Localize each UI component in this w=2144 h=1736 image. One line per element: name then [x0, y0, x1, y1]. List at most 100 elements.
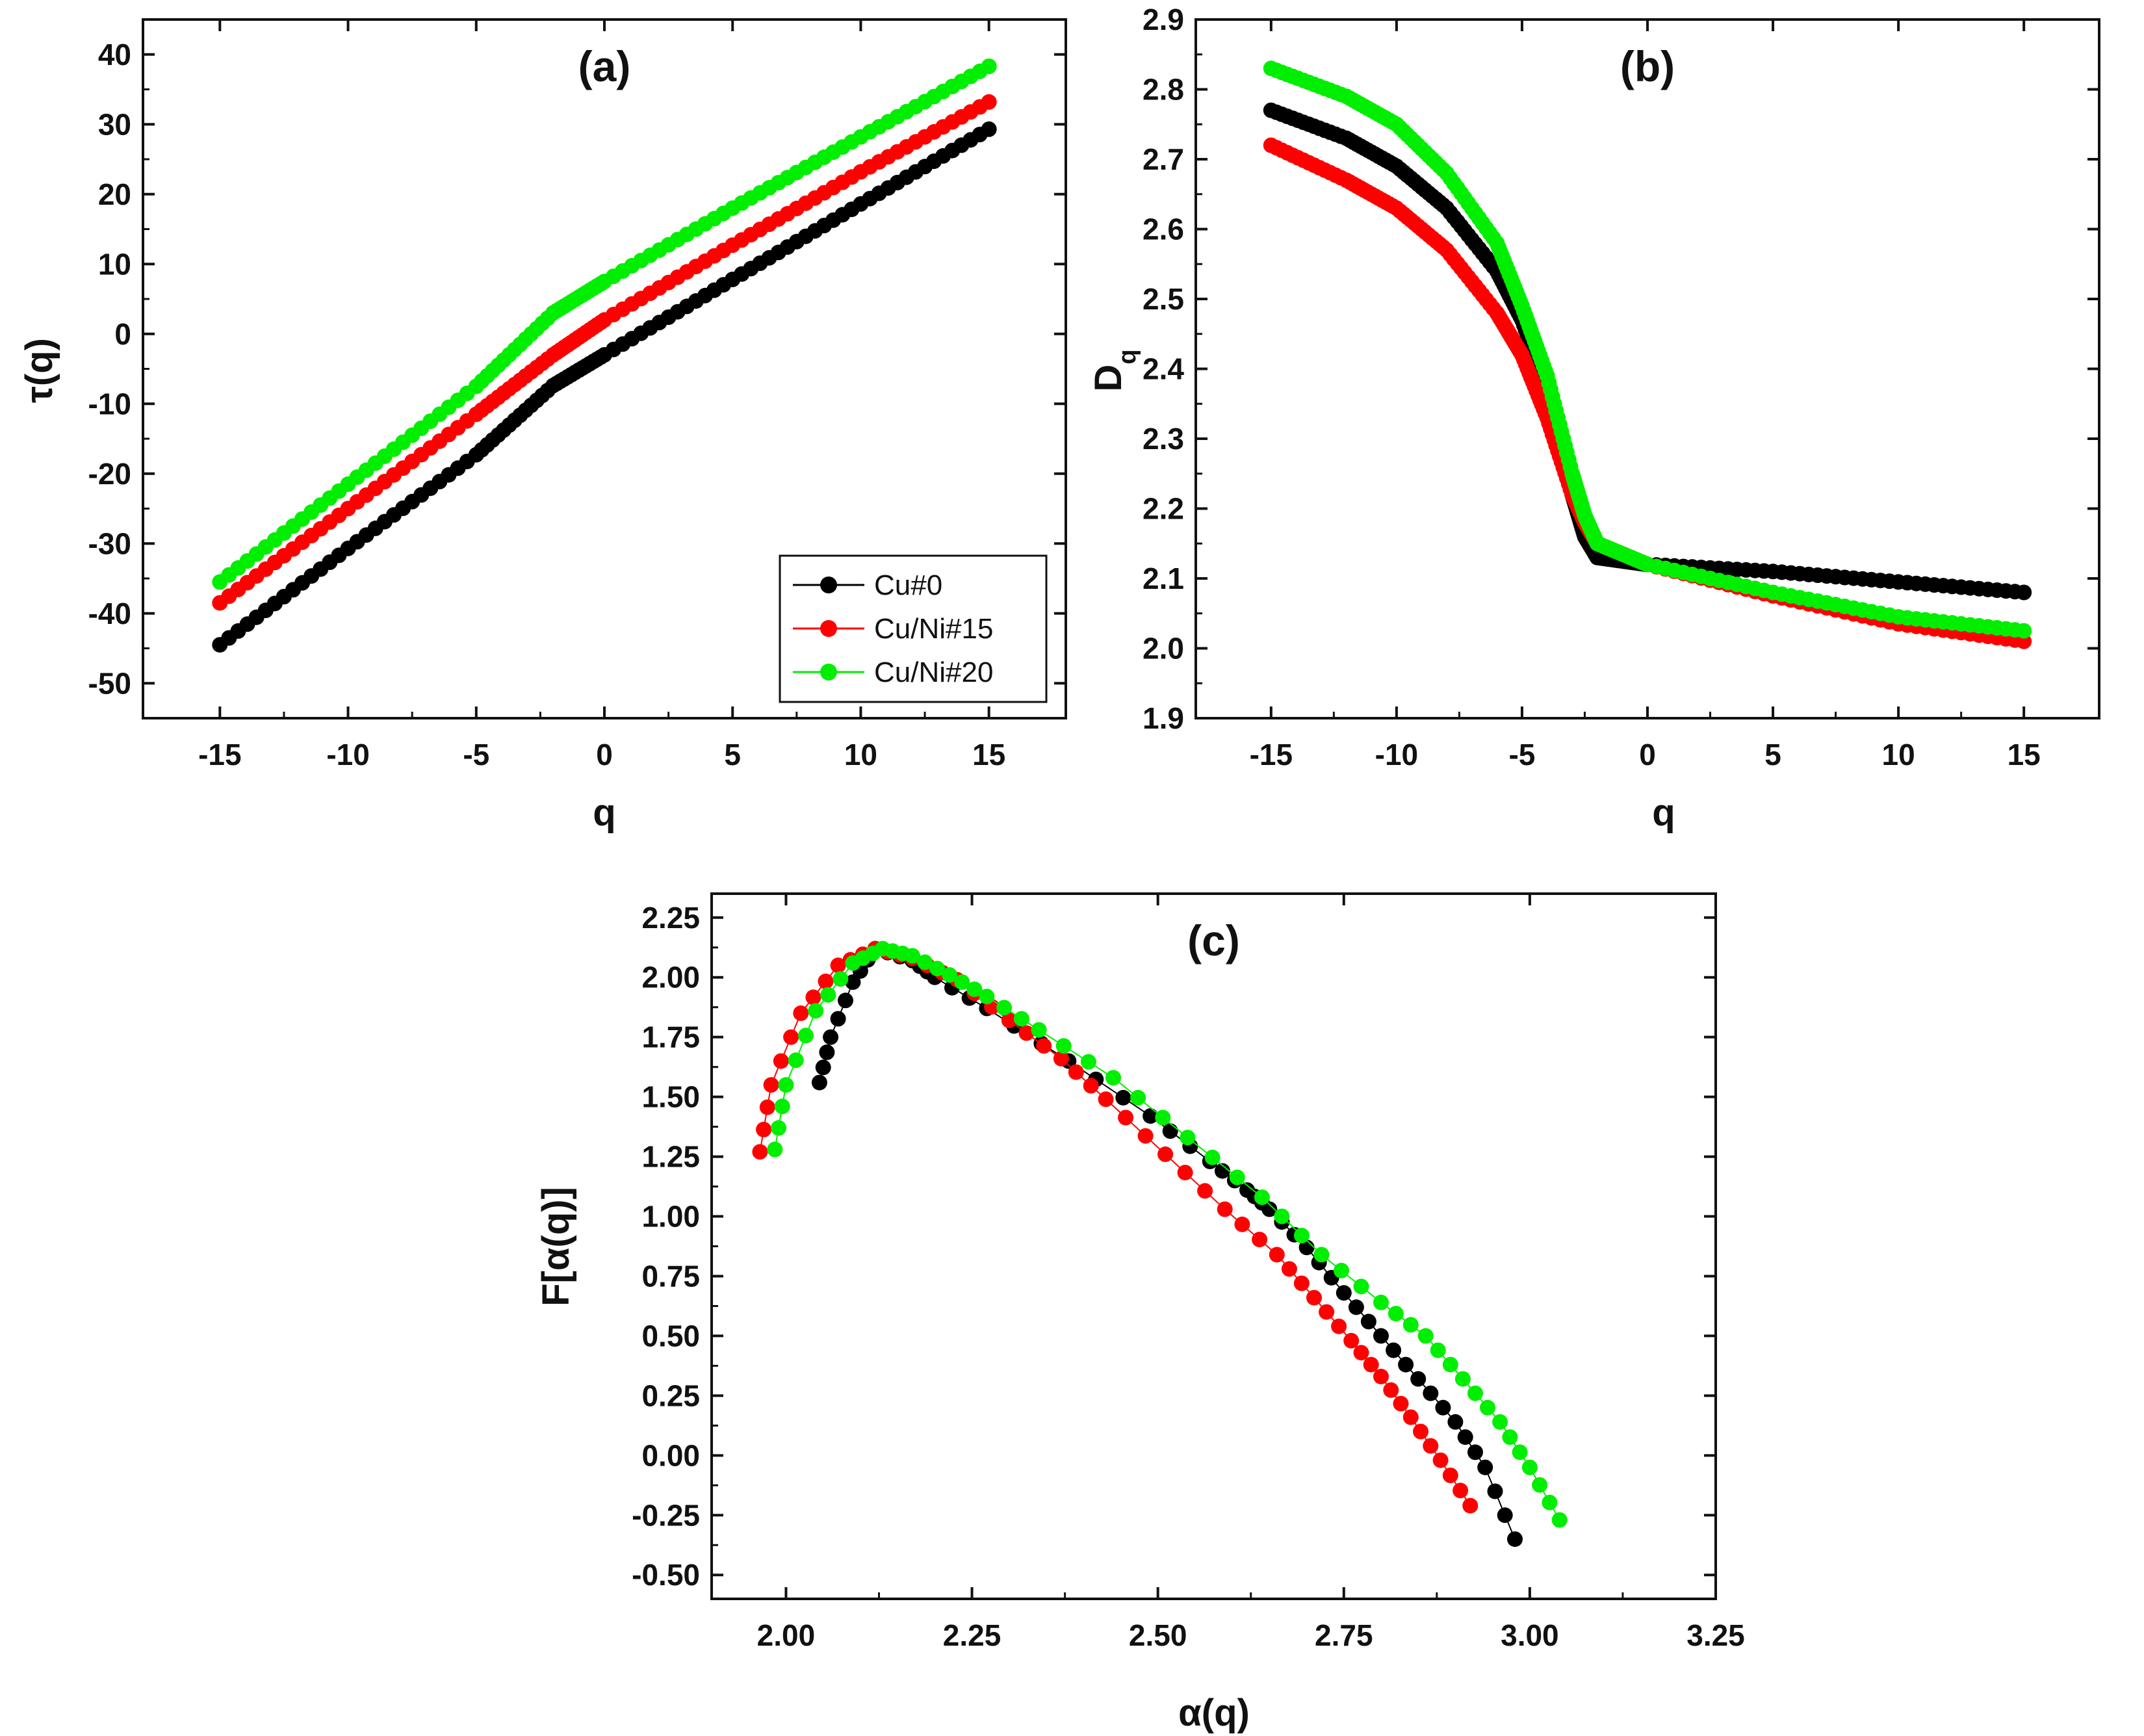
data-point	[1398, 1356, 1414, 1373]
data-point	[1348, 1299, 1364, 1315]
data-point	[1177, 1165, 1193, 1181]
x-axis-label: α(q)	[1178, 1692, 1250, 1734]
y-tick-label: 20	[98, 177, 131, 211]
panel-tag: (c)	[1187, 916, 1240, 965]
data-point	[1083, 1078, 1099, 1094]
data-point	[1343, 1332, 1360, 1349]
data-point	[929, 961, 946, 977]
data-point	[1214, 1163, 1230, 1179]
data-point	[798, 1028, 814, 1044]
data-point	[1254, 1189, 1270, 1206]
data-point	[1036, 1038, 1052, 1054]
chart-panel-2: 2.00 2.25 2.50 2.75 3.00 3.25 -0.50 -0.25 0.00 0.…	[535, 892, 1745, 1734]
data-point	[783, 1029, 799, 1045]
x-tick-label: 2.75	[1315, 1618, 1373, 1652]
legend-label: Cu/Ni#20	[874, 656, 993, 688]
series-Cu/Ni#15	[212, 94, 997, 611]
data-point	[1331, 1318, 1347, 1334]
y-tick-label: 1.50	[641, 1080, 700, 1114]
chart-panel-0: -15 -10 -5 0 5 10 15-50-40-30-20-10010203040qτ…	[18, 18, 1067, 834]
x-tick-label: -10	[1375, 738, 1418, 771]
y-axis-subscript: q	[1114, 349, 1141, 364]
legend: Cu#0 Cu/Ni#15 Cu/Ni#20	[779, 554, 1048, 703]
data-point	[830, 957, 846, 974]
data-point	[1373, 1328, 1389, 1344]
data-point	[1353, 1278, 1369, 1295]
y-tick-label: 1.75	[641, 1020, 700, 1054]
data-point	[996, 1000, 1013, 1016]
data-point	[1217, 1201, 1233, 1217]
y-tick-label: -20	[88, 457, 131, 491]
y-tick-label: 0.00	[641, 1438, 700, 1472]
data-point	[1402, 1317, 1419, 1333]
y-tick-label: 0	[114, 317, 131, 351]
x-tick-label: -5	[1508, 738, 1535, 771]
data-point	[1293, 1275, 1310, 1291]
data-point	[1360, 1314, 1376, 1330]
y-tick-label: 2.4	[1143, 352, 1184, 386]
data-point	[788, 1052, 804, 1069]
x-tick-label: 5	[1764, 738, 1781, 771]
y-tick-label: 1.00	[641, 1200, 700, 1234]
data-point	[1118, 1109, 1134, 1126]
data-point	[1197, 1183, 1213, 1199]
data-point	[1353, 1345, 1369, 1361]
x-tick-label: 10	[844, 738, 877, 771]
data-point	[1363, 1356, 1379, 1373]
data-point	[819, 1044, 835, 1060]
data-point	[1442, 1356, 1458, 1373]
data-point	[1447, 1414, 1464, 1430]
data-point	[1234, 1216, 1250, 1232]
y-tick-label: 2.7	[1143, 142, 1184, 176]
data-point	[773, 1053, 789, 1069]
data-point	[1417, 1328, 1434, 1344]
series-line	[818, 948, 1516, 1540]
data-point	[771, 1120, 786, 1136]
y-axis-label: Dq	[1087, 349, 1141, 391]
data-point	[1442, 1468, 1458, 1483]
data-point	[917, 954, 933, 970]
y-tick-label: 2.2	[1143, 492, 1184, 526]
y-tick-label: 2.9	[1143, 3, 1184, 36]
data-point	[1410, 1371, 1427, 1387]
legend-marker	[820, 620, 837, 637]
data-point	[942, 967, 958, 983]
x-tick-label: 15	[972, 738, 1005, 771]
data-point	[1080, 1054, 1096, 1070]
x-tick-label: 3.00	[1501, 1618, 1559, 1652]
legend-label: Cu#0	[874, 569, 942, 601]
data-point	[1137, 1128, 1154, 1144]
data-point	[1068, 1064, 1084, 1080]
data-point	[759, 1099, 775, 1115]
x-tick-label: 0	[596, 738, 613, 771]
data-point	[1319, 1304, 1335, 1320]
data-point	[1457, 1429, 1473, 1445]
data-point	[756, 1121, 772, 1137]
data-point	[1480, 1399, 1495, 1416]
legend-marker	[820, 577, 837, 593]
data-point	[1013, 1011, 1029, 1027]
y-tick-label: 0.75	[641, 1259, 700, 1293]
chart-panel-1: -15 -10 -5 0 5 10 15 1.9 2.0 2.1 2.2 2.3 2.4 2.5 2.6 2.…	[1087, 3, 2100, 834]
data-point	[1492, 1414, 1508, 1430]
x-tick-label: 0	[1639, 738, 1656, 771]
legend-label: Cu/Ni#15	[874, 613, 993, 645]
data-point	[811, 1074, 827, 1091]
y-tick-label: 2.25	[641, 901, 700, 935]
data-point	[1373, 1294, 1389, 1310]
data-point	[1487, 1483, 1503, 1499]
data-point	[815, 1059, 831, 1076]
data-point	[1274, 1208, 1290, 1224]
data-point	[1180, 1130, 1196, 1146]
x-tick-label: 15	[2008, 738, 2041, 771]
data-point	[1386, 1342, 1402, 1358]
data-point	[1477, 1459, 1493, 1475]
data-point	[1130, 1089, 1146, 1106]
data-point	[966, 981, 983, 998]
data-point	[1055, 1038, 1072, 1054]
data-point	[1388, 1306, 1404, 1322]
series-Cu/Ni#20	[212, 58, 997, 590]
x-tick-label: -10	[326, 738, 369, 771]
data-point	[981, 94, 997, 110]
data-point	[1430, 1342, 1446, 1358]
